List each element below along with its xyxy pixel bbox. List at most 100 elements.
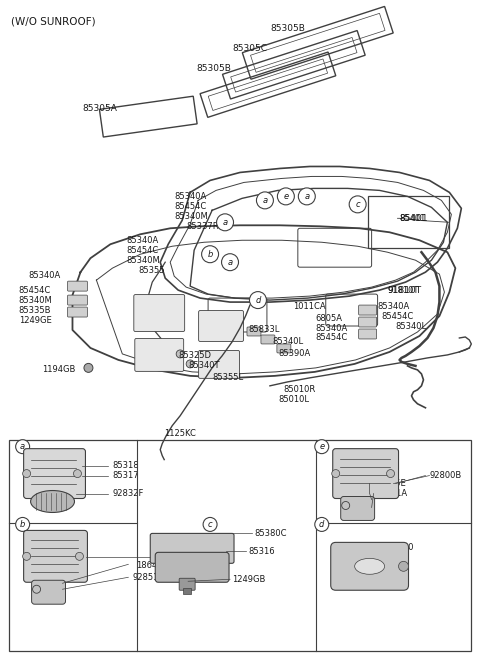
Text: 85833L: 85833L [248,325,279,334]
Text: 92851A: 92851A [376,489,408,498]
FancyBboxPatch shape [24,449,85,499]
FancyBboxPatch shape [341,497,374,520]
Circle shape [203,518,217,532]
Circle shape [186,360,194,368]
FancyBboxPatch shape [359,305,377,315]
Circle shape [253,295,263,305]
FancyBboxPatch shape [155,553,229,582]
Text: 85305B: 85305B [196,64,231,73]
Text: 85317: 85317 [112,471,139,480]
FancyBboxPatch shape [333,449,398,499]
Text: 85355L: 85355L [212,373,243,382]
Text: e: e [283,192,288,201]
Text: 85305C: 85305C [232,44,267,53]
Text: 85454C: 85454C [174,202,206,211]
Text: b: b [207,250,213,259]
Text: 97340: 97340 [387,543,414,552]
Text: 85337R: 85337R [186,222,219,231]
FancyBboxPatch shape [247,327,261,336]
Circle shape [315,440,329,453]
FancyBboxPatch shape [277,344,291,353]
Circle shape [84,363,93,373]
Circle shape [73,470,82,478]
FancyBboxPatch shape [183,588,191,594]
Text: 85401: 85401 [399,214,428,223]
Circle shape [332,470,340,478]
Circle shape [219,217,229,227]
Text: 85340A: 85340A [29,271,61,280]
Circle shape [225,257,235,267]
Text: c: c [355,200,360,209]
Text: 85340A: 85340A [174,192,206,201]
Text: 91810T: 91810T [387,286,422,294]
Text: 85340T: 85340T [188,361,220,371]
Ellipse shape [355,558,384,574]
Circle shape [256,192,274,209]
Text: e: e [319,442,324,451]
Circle shape [349,196,366,213]
Text: d: d [255,296,261,305]
Circle shape [202,246,218,263]
Text: 92800B: 92800B [430,471,462,480]
FancyBboxPatch shape [359,329,377,339]
Text: 85340A: 85340A [316,323,348,332]
FancyBboxPatch shape [24,530,87,582]
FancyBboxPatch shape [150,533,234,563]
Text: 1011CA: 1011CA [293,302,325,311]
Text: 85335B: 85335B [19,306,51,315]
Text: a: a [20,442,25,451]
Text: 6805A: 6805A [316,313,343,323]
FancyBboxPatch shape [199,350,240,378]
Text: a: a [228,258,233,267]
Text: c: c [208,520,212,529]
Text: 18645E: 18645E [136,561,168,570]
Text: 85380C: 85380C [254,529,287,538]
Bar [9,440,471,651]
Text: 18645E: 18645E [373,479,406,488]
Circle shape [303,191,313,201]
Circle shape [261,195,271,206]
Text: 92851A: 92851A [132,573,165,582]
Text: 85318: 85318 [112,461,139,470]
Text: d: d [319,520,324,529]
Circle shape [23,553,31,560]
Circle shape [283,191,293,201]
Text: 85355: 85355 [138,265,165,275]
Text: 85340M: 85340M [174,212,208,221]
Text: 85316: 85316 [248,547,275,556]
Circle shape [386,470,395,478]
Text: 85390A: 85390A [278,350,310,359]
Circle shape [23,470,31,478]
Text: 1194GB: 1194GB [43,365,76,374]
Text: 1249GE: 1249GE [19,315,51,325]
FancyBboxPatch shape [199,311,243,342]
Text: b: b [20,520,25,529]
Circle shape [315,518,329,532]
Circle shape [277,188,294,205]
Text: 85454C: 85454C [19,286,51,294]
Circle shape [16,518,30,532]
Circle shape [75,553,84,560]
Text: 92800A: 92800A [200,553,232,562]
Text: 85340M: 85340M [126,256,160,265]
Text: 85454C: 85454C [382,311,414,321]
Text: a: a [304,192,310,201]
Text: 85010L: 85010L [278,396,309,404]
Circle shape [299,188,315,205]
Circle shape [216,214,233,231]
Text: 85454C: 85454C [316,334,348,342]
Text: 1125KC: 1125KC [164,429,196,438]
Text: 85401: 85401 [399,214,426,223]
Text: 85305B: 85305B [270,24,305,34]
FancyBboxPatch shape [68,307,87,317]
Circle shape [222,254,239,271]
FancyBboxPatch shape [68,281,87,291]
Text: 85010R: 85010R [284,385,316,394]
Text: 85340A: 85340A [378,302,410,311]
Text: 85325D: 85325D [178,351,211,361]
Text: 85305A: 85305A [83,104,117,113]
Ellipse shape [31,491,74,512]
Text: 85454C: 85454C [126,246,158,255]
Circle shape [398,561,408,572]
FancyBboxPatch shape [134,294,185,332]
